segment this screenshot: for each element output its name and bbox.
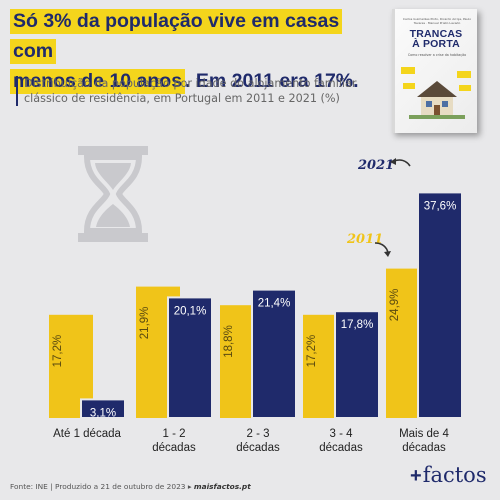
value-label-2011-2: 18,8% — [223, 325, 235, 358]
book-title: TRANCAS À PORTA — [399, 28, 473, 50]
legend-2021: 2021 — [358, 158, 395, 173]
hourglass-icon — [78, 146, 148, 242]
value-label-2021-1: 20,1% — [174, 305, 207, 317]
bar-2021-3 — [334, 310, 380, 420]
footer-source: Fonte: INE | Produzido a 21 de outubro d… — [10, 482, 192, 491]
bar-2021-2 — [251, 288, 297, 419]
value-label-2011-0: 17,2% — [52, 335, 64, 368]
curved-arrow-icon — [390, 158, 411, 167]
category-label-2-1: décadas — [236, 442, 280, 454]
category-label-1-1: décadas — [152, 442, 196, 454]
factos-logo: +factos — [410, 463, 487, 488]
bar-2021-4 — [417, 191, 463, 419]
curved-arrow-icon — [374, 242, 391, 257]
logo-plus: + — [410, 465, 422, 487]
value-label-2021-4: 37,6% — [424, 200, 457, 212]
house-illustration-icon — [401, 67, 471, 119]
category-label-0-0: Até 1 década — [53, 428, 121, 440]
value-label-2011-4: 24,9% — [389, 289, 401, 322]
chart-subtitle: Distribuição da população por idade do a… — [16, 76, 379, 106]
book-subtitle: Como resolver a crise da habitação — [407, 53, 467, 57]
bar-2021-1 — [167, 296, 213, 419]
category-label-2-0: 2 - 3 — [246, 428, 269, 440]
footer-site-link[interactable]: maisfactos.pt — [193, 482, 251, 491]
category-label-4-0: Mais de 4 — [399, 428, 449, 440]
value-label-2021-0: 3,1% — [90, 407, 116, 419]
footer: Fonte: INE | Produzido a 21 de outubro d… — [10, 482, 251, 491]
legend-2011: 2011 — [347, 232, 384, 247]
headline-rest: . Em 2011 era 17%. — [185, 70, 359, 92]
logo-name: factos — [422, 463, 487, 487]
value-label-2011-1: 21,9% — [139, 307, 151, 340]
category-label-3-0: 3 - 4 — [329, 428, 353, 440]
category-label-1-0: 1 - 2 — [162, 428, 185, 440]
book-authors: Carlos Guimarães Pinto, Ricardo Arroja, … — [402, 17, 472, 25]
book-cover: Carlos Guimarães Pinto, Ricardo Arroja, … — [392, 9, 477, 133]
book-title-line1: TRANCAS — [409, 28, 463, 40]
category-label-4-1: décadas — [402, 442, 446, 454]
headline-highlight: menos de 10 anos — [10, 69, 186, 94]
value-label-2011-3: 17,2% — [306, 335, 318, 368]
book-title-line2: À PORTA — [412, 38, 460, 50]
value-label-2021-2: 21,4% — [258, 298, 291, 310]
value-label-2021-3: 17,8% — [341, 319, 374, 331]
bar-2021-0 — [80, 398, 126, 419]
headline: Só 3% da população vive em casas com men… — [10, 6, 385, 96]
category-label-3-1: décadas — [319, 442, 363, 454]
